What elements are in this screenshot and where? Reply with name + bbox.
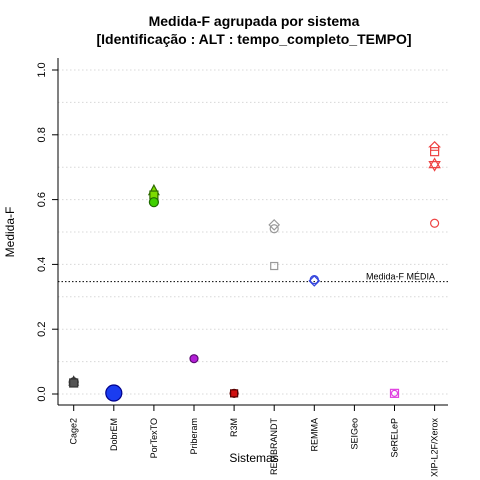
data-point-star-part bbox=[428, 161, 441, 172]
x-tick-label: R3M bbox=[229, 418, 239, 437]
data-point-circle bbox=[189, 354, 199, 364]
data-point-square bbox=[230, 389, 239, 398]
data-point-square bbox=[270, 261, 279, 271]
data-point-circle bbox=[269, 224, 279, 234]
grid-layer bbox=[58, 69, 448, 395]
y-tick-label: 0.8 bbox=[36, 127, 48, 142]
y-tick-label: 1.0 bbox=[36, 62, 48, 77]
x-tick-label: SEIGeo bbox=[349, 418, 359, 450]
data-point-circle bbox=[390, 389, 399, 397]
chart-title: Medida-F agrupada por sistema bbox=[149, 13, 360, 29]
data-point-circle bbox=[148, 197, 159, 208]
axis-layer: 0.0 0.2 0.4 0.6 0.8 1.0 Cage2 DobrEM PorTexTO Pri… bbox=[36, 58, 448, 477]
reference-line-label: Medida-F MÉDIA bbox=[366, 272, 435, 282]
x-tick-label: Priberam bbox=[189, 418, 199, 455]
y-tick-label: 0.0 bbox=[36, 386, 48, 401]
data-point-house bbox=[428, 140, 442, 151]
data-point-square bbox=[69, 378, 79, 388]
x-tick-label: DobrEM bbox=[109, 418, 119, 451]
x-tick-label: Cage2 bbox=[69, 418, 79, 445]
y-tick-label: 0.2 bbox=[36, 322, 48, 337]
x-tick-label: REMMA bbox=[309, 418, 319, 452]
y-tick-label: 0.4 bbox=[36, 257, 48, 272]
data-point-circle bbox=[105, 384, 123, 402]
x-axis-label: Sistemas bbox=[229, 451, 278, 465]
x-tick-label: PorTexTO bbox=[149, 418, 159, 458]
x-tick-label: SeRELeP bbox=[390, 418, 400, 458]
x-tick-label: REMBRANDT bbox=[269, 418, 279, 476]
data-point-diamond bbox=[308, 275, 321, 287]
point-layer bbox=[68, 140, 442, 402]
data-point-circle bbox=[430, 218, 440, 228]
y-tick-label: 0.6 bbox=[36, 192, 48, 207]
data-point-square bbox=[389, 388, 400, 398]
data-point-star6 bbox=[428, 157, 441, 172]
y-axis-label: Medida-F bbox=[3, 207, 17, 258]
reference-layer: Medida-F MÉDIA bbox=[58, 272, 448, 283]
x-tick-label: XIP-L2F/Xerox bbox=[430, 418, 440, 478]
data-point-star-part bbox=[428, 157, 441, 169]
chart-subtitle: [Identificação : ALT : tempo_completo_TE… bbox=[96, 31, 411, 47]
data-point-square bbox=[430, 147, 440, 157]
data-point-diamond bbox=[268, 219, 281, 231]
